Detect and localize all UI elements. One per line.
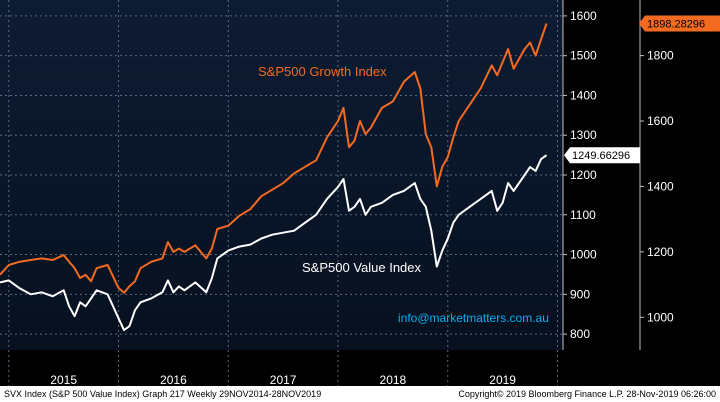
right-axis-tick-label: 1400 [647, 179, 674, 193]
right-axis-tick-label: 1600 [647, 114, 674, 128]
right-axis-tick-label: 1000 [647, 310, 674, 324]
right-axis-tick-label: 1800 [647, 49, 674, 63]
left-axis-tick-label: 1100 [570, 208, 596, 222]
left-axis-tick-label: 1500 [570, 49, 597, 63]
year-band [0, 350, 720, 386]
contact-email-annotation: info@marketmatters.com.au [398, 311, 549, 325]
x-tick-label: 2016 [160, 373, 187, 386]
left-axis-tick-label: 1400 [570, 88, 597, 102]
left-axis-tick-label: 1600 [570, 9, 597, 23]
growth-index-annotation: S&P500 Growth Index [258, 64, 387, 79]
growth-last-value-label: 1898.28296 [647, 18, 705, 30]
x-tick-label: 2018 [380, 373, 407, 386]
left-axis-tick-label: 1300 [570, 128, 597, 142]
x-tick-label: 2019 [489, 373, 516, 386]
value-last-value-label: 1249.66296 [572, 150, 630, 162]
right-axis-tick-label: 1200 [647, 245, 674, 259]
growth-index-line [0, 23, 548, 294]
growth-last-value-tag [639, 15, 720, 32]
value-index-annotation: S&P500 Value Index [302, 260, 422, 275]
left-axis-tick-label: 800 [570, 327, 590, 341]
x-tick-label: 2015 [50, 373, 77, 386]
left-axis-tick-label: 1200 [570, 168, 597, 182]
x-tick-label: 2017 [270, 373, 297, 386]
footer-source-text: SVX Index (S&P 500 Value Index) Graph 21… [4, 389, 322, 399]
left-axis-tick-label: 900 [570, 287, 590, 301]
value-index-line [0, 154, 548, 332]
footer-copyright-text: Copyright© 2019 Bloomberg Finance L.P. 2… [458, 389, 716, 399]
left-axis-tick-label: 1000 [570, 248, 597, 262]
value-last-value-tag [564, 147, 640, 164]
footer-bar: SVX Index (S&P 500 Value Index) Graph 21… [0, 386, 720, 402]
chart-svg: 2015 2016 2017 2018 2019 800 900 1000 1100 1200 13… [0, 0, 720, 386]
